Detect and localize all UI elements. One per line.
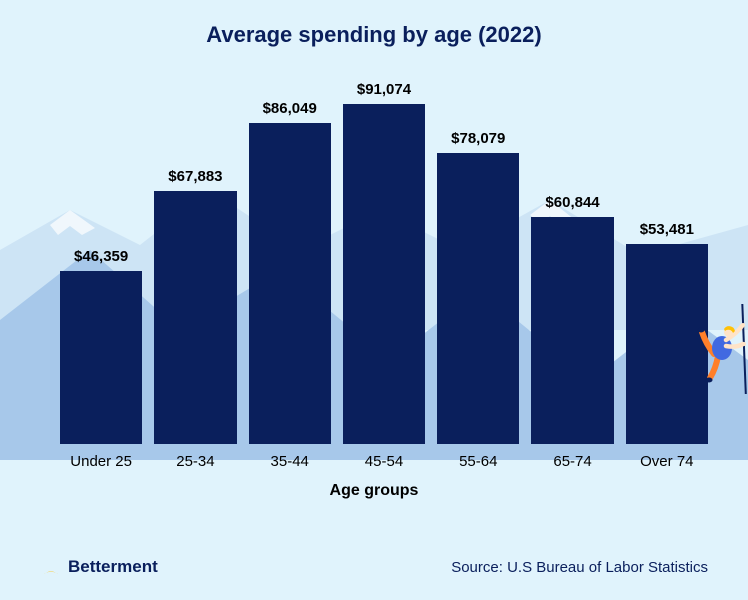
bar-value-label: $67,883	[168, 168, 222, 185]
bar-group: $78,079	[437, 130, 519, 444]
bar-value-label: $86,049	[263, 100, 317, 117]
logo-text: Betterment	[68, 557, 158, 577]
chart-title: Average spending by age (2022)	[0, 22, 748, 48]
bar-value-label: $78,079	[451, 130, 505, 147]
category-label: 65-74	[531, 453, 613, 470]
bar-group: $53,481	[626, 221, 708, 444]
category-label: 55-64	[437, 453, 519, 470]
bar	[249, 123, 331, 444]
bar-value-label: $46,359	[74, 248, 128, 265]
bar	[437, 153, 519, 444]
ground	[0, 460, 748, 600]
bar-group: $67,883	[154, 168, 236, 444]
bar-group: $86,049	[249, 100, 331, 444]
category-label: Over 74	[626, 453, 708, 470]
category-label: 25-34	[154, 453, 236, 470]
x-axis-label: Age groups	[0, 482, 748, 500]
category-label: Under 25	[60, 453, 142, 470]
betterment-logo: Betterment	[40, 556, 158, 578]
bar	[626, 244, 708, 444]
bar-group: $91,074	[343, 81, 425, 444]
category-label: 45-54	[343, 453, 425, 470]
category-label: 35-44	[249, 453, 331, 470]
chart-area: $46,359$67,883$86,049$91,074$78,079$60,8…	[60, 90, 708, 470]
category-labels: Under 25 25-34 35-44 45-54 55-64 65-74 Over 74	[60, 453, 708, 470]
bar	[531, 217, 613, 444]
source-text: Source: U.S Bureau of Labor Statistics	[451, 559, 708, 576]
bar-value-label: $91,074	[357, 81, 411, 98]
chart-canvas: Average spending by age (2022) $46,359 $6…	[0, 0, 748, 600]
footer: Betterment Source: U.S Bureau of Labor S…	[40, 556, 708, 578]
bar	[154, 191, 236, 444]
bar-value-label: $53,481	[640, 221, 694, 238]
bars-container: $46,359$67,883$86,049$91,074$78,079$60,8…	[60, 90, 708, 444]
logo-icon	[40, 556, 62, 578]
bar	[60, 271, 142, 444]
bar	[343, 104, 425, 444]
bar-group: $60,844	[531, 194, 613, 444]
bar-group: $46,359	[60, 248, 142, 444]
bar-value-label: $60,844	[545, 194, 599, 211]
